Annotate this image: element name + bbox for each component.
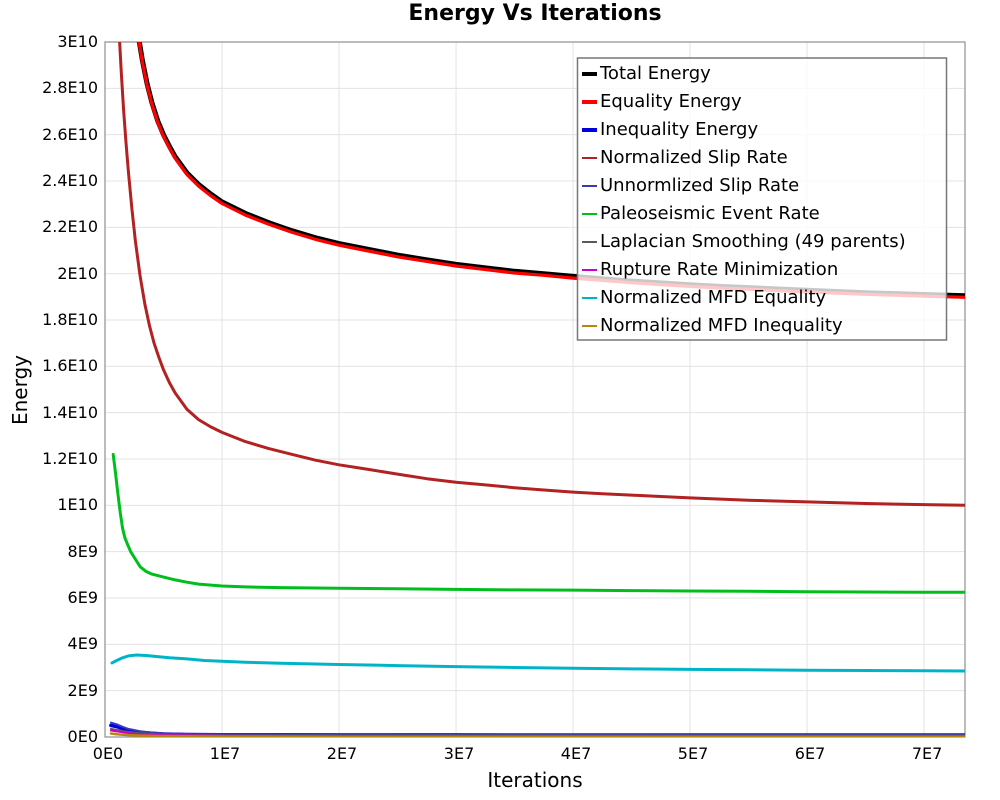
y-tick-label-2-6e10: 2.6E10: [42, 124, 98, 144]
y-tick-label-1-6e10: 1.6E10: [42, 356, 98, 376]
legend-label-inequality-energy: Inequality Energy: [600, 119, 759, 140]
legend-label-paleoseismic-event-rate: Paleoseismic Event Rate: [600, 203, 820, 224]
legend-label-laplacian-smoothing-49-parents: Laplacian Smoothing (49 parents): [600, 231, 906, 252]
series-line-normalized-mfd-equality: [110, 653, 965, 673]
y-tick-label-1e10: 1E10: [57, 495, 98, 515]
y-tick-label-8e9: 8E9: [67, 541, 98, 561]
series-line-unnormlized-slip-rate: [109, 721, 965, 736]
y-tick-label-1-2e10: 1.2E10: [42, 449, 98, 468]
y-tick-label-0e0: 0E0: [67, 727, 98, 746]
y-tick-label-4e9: 4E9: [67, 634, 98, 654]
legend-label-normalized-mfd-equality: Normalized MFD Equality: [600, 287, 827, 308]
legend-marker-equality-energy: [582, 100, 597, 104]
y-tick-label-1-4e10: 1.4E10: [42, 402, 98, 422]
y-tick-label-1-8e10: 1.8E10: [42, 310, 98, 329]
legend-marker-normalized-slip-rate: [582, 156, 597, 160]
legend-label-equality-energy: Equality Energy: [600, 91, 742, 112]
x-tick-label-3e7: 3E7: [443, 744, 475, 763]
y-tick-label-2-2e10: 2.2E10: [42, 217, 98, 237]
y-tick-label-6e9: 6E9: [67, 588, 98, 607]
x-axis-label: Iterations: [487, 768, 583, 792]
x-tick-label-4e7: 4E7: [560, 744, 592, 763]
legend-marker-total-energy: [582, 72, 597, 76]
y-tick-label-2-8e10: 2.8E10: [42, 78, 98, 98]
chart-title: Energy Vs Iterations: [408, 1, 662, 26]
legend-marker-rupture-rate-minimization: [582, 268, 597, 272]
y-tick-label-2e9: 2E9: [67, 680, 98, 700]
x-tick-label-2e7: 2E7: [326, 744, 358, 763]
y-tick-label-2e10: 2E10: [57, 263, 98, 283]
legend-label-total-energy: Total Energy: [600, 63, 711, 84]
legend-label-normalized-mfd-inequality: Normalized MFD Inequality: [600, 315, 843, 336]
legend-label-unnormlized-slip-rate: Unnormlized Slip Rate: [600, 175, 800, 196]
legend-marker-paleoseismic-event-rate: [582, 212, 597, 216]
x-tick-label-7e7: 7E7: [911, 744, 943, 763]
legend-marker-laplacian-smoothing-49-parents: [582, 240, 597, 244]
y-tick-label-3e10: 3E10: [57, 32, 98, 51]
series-line-normalized-mfd-inequality: [109, 732, 965, 737]
legend-marker-normalized-mfd-inequality: [582, 324, 597, 328]
x-tick-label-0e0: 0E0: [92, 744, 124, 763]
legend-marker-normalized-mfd-equality: [582, 296, 597, 300]
x-tick-label-6e7: 6E7: [794, 744, 826, 763]
legend-marker-unnormlized-slip-rate: [582, 184, 597, 188]
legend-box: [576, 57, 948, 341]
legend-marker-inequality-energy: [582, 128, 597, 132]
legend-label-rupture-rate-minimization: Rupture Rate Minimization: [600, 259, 839, 280]
x-tick-label-5e7: 5E7: [677, 744, 709, 763]
y-tick-label-2-4e10: 2.4E10: [42, 171, 98, 190]
series-line-normalized-slip-rate: [118, 42, 965, 507]
legend-label-normalized-slip-rate: Normalized Slip Rate: [600, 147, 788, 168]
x-tick-label-1e7: 1E7: [209, 744, 241, 763]
series-line-paleoseismic-event-rate: [111, 452, 965, 594]
